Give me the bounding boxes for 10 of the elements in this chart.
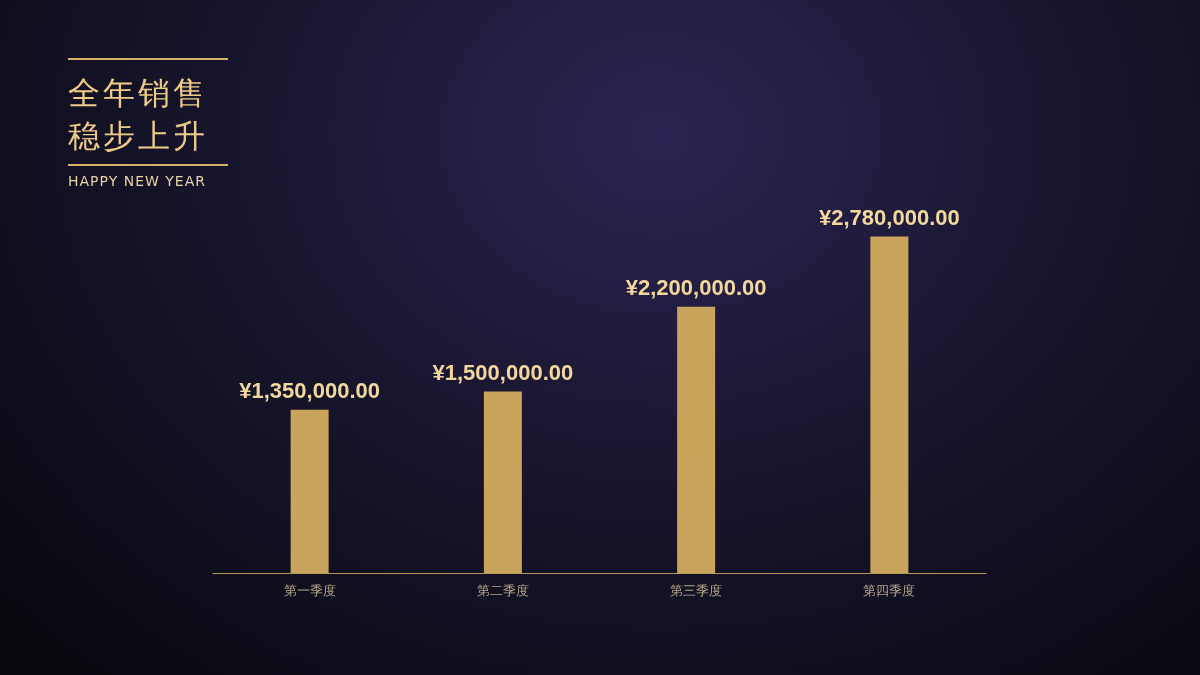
data-label: ¥2,200,000.00	[625, 275, 767, 301]
x-tick-label: 第四季度	[863, 583, 916, 598]
data-label: ¥1,350,000.00	[239, 378, 380, 404]
x-tick-label: 第一季度	[283, 583, 336, 598]
chart-title: 全年销售稳步上升	[68, 73, 209, 157]
data-label: ¥2,780,000.00	[819, 205, 960, 231]
x-tick-label: 第三季度	[670, 583, 723, 598]
chart-subtitle: HAPPY NEW YEAR	[68, 173, 207, 189]
x-tick-label: 第二季度	[476, 583, 529, 598]
data-label: ¥1,500,000.00	[432, 360, 574, 385]
